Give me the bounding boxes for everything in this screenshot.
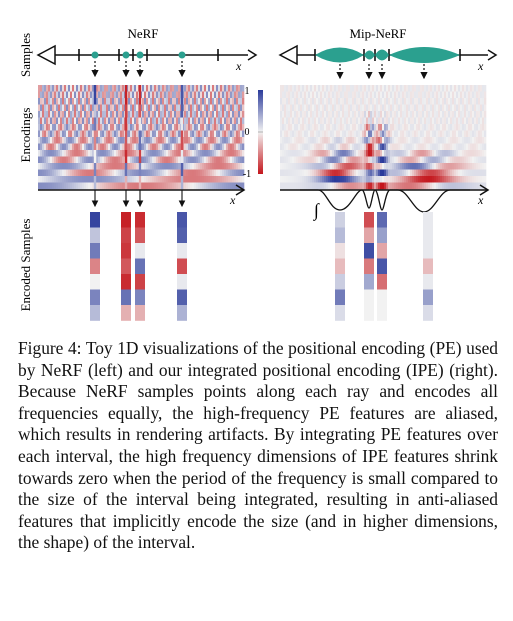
encoded-cell: [177, 305, 187, 321]
encoded-cell: [364, 258, 374, 275]
encoded-cell: [135, 305, 145, 321]
right-panel-title: Mip-NeRF: [349, 26, 406, 41]
encoded-cell: [423, 243, 433, 259]
interval-lens: [389, 47, 460, 63]
encoded-cell: [90, 289, 100, 306]
encoded-cell: [121, 305, 131, 321]
left-heatmap-axis: x: [38, 184, 246, 207]
encoded-cell: [364, 227, 374, 244]
encoded-cell: [423, 212, 433, 228]
encoded-cell: [90, 227, 100, 244]
encoded-cell: [377, 258, 387, 275]
encoded-cell: [90, 274, 100, 290]
encoded-cell: [135, 258, 145, 275]
left-sample-lines: [91, 190, 186, 208]
encoded-cell: [377, 305, 387, 321]
encoded-cell: [335, 274, 345, 290]
encoded-cell: [423, 305, 433, 321]
right-encoded-samples: [335, 212, 433, 321]
encoded-cell: [335, 258, 345, 275]
encoded-cell: [364, 305, 374, 321]
encoded-cell: [335, 243, 345, 259]
caption-text: Toy 1D visualizations of the positional …: [18, 338, 499, 553]
sample-dot: [91, 51, 99, 59]
integral-symbol: ∫: [313, 200, 320, 221]
caption-label: Figure 4:: [18, 338, 82, 358]
sample-dot: [178, 51, 186, 59]
encoded-cell: [377, 289, 387, 306]
encoded-cell: [177, 274, 187, 290]
encoded-cell: [177, 243, 187, 259]
encoded-cell: [423, 227, 433, 244]
encoded-cell: [177, 212, 187, 228]
left-encoded-samples: [90, 212, 187, 321]
interval-lens: [315, 47, 364, 63]
encoded-cell: [121, 289, 131, 306]
interval-lens: [364, 50, 375, 60]
encoded-cell: [135, 289, 145, 306]
encoded-cell: [423, 258, 433, 275]
axis-label-x: x: [477, 59, 484, 73]
encoded-cell: [121, 258, 131, 275]
gaussian-curves: [300, 189, 470, 213]
encoded-cell: [335, 227, 345, 244]
encoded-cell: [135, 212, 145, 228]
sample-dot: [136, 51, 144, 59]
colorbar-max-label: 1: [245, 86, 250, 97]
encoded-cell: [335, 289, 345, 306]
encoded-cell: [121, 212, 131, 228]
axis-label-x: x: [229, 193, 236, 207]
encoded-cell: [177, 289, 187, 306]
encoded-cell: [177, 258, 187, 275]
encoded-cell: [423, 289, 433, 306]
sample-arrows: [91, 61, 428, 80]
encoded-cell: [364, 243, 374, 259]
encoded-cell: [377, 212, 387, 228]
encoded-cell: [377, 274, 387, 290]
encoded-cell: [364, 274, 374, 290]
encodings-row-label: Encodings: [18, 108, 33, 163]
left-panel-title: NeRF: [127, 26, 158, 41]
interval-lens: [375, 49, 389, 61]
figure-4: NeRF Mip-NeRF Samples Encodings Encoded …: [18, 26, 498, 321]
encoded-cell: [90, 243, 100, 259]
encoded-cell: [423, 274, 433, 290]
encoded-cell: [121, 243, 131, 259]
encoded-cell: [121, 274, 131, 290]
encoded-cell: [364, 289, 374, 306]
figure-caption: Figure 4: Toy 1D visualizations of the p…: [18, 338, 498, 554]
left-samples-axis: x: [36, 44, 258, 73]
colorbar-min-label: -1: [243, 169, 251, 180]
axis-label-x: x: [477, 193, 484, 207]
right-samples-axis: x: [278, 44, 498, 73]
encoded-cell: [90, 258, 100, 275]
encoded-cell: [90, 305, 100, 321]
encoded-cell: [90, 212, 100, 228]
left-encodings-heatmap: [38, 85, 245, 190]
encoded-cell: [335, 212, 345, 228]
axis-label-x: x: [235, 59, 242, 73]
colorbar: 1 0 -1: [243, 86, 263, 180]
encoded-cell: [121, 227, 131, 244]
colorbar-mid-label: 0: [245, 127, 250, 138]
encoded-cell: [377, 243, 387, 259]
encoded-cell: [177, 227, 187, 244]
encoded-cell: [377, 227, 387, 244]
encoded-cell: [135, 227, 145, 244]
encoded-samples-row-label: Encoded Samples: [18, 219, 33, 312]
encoded-cell: [135, 243, 145, 259]
encoded-cell: [364, 212, 374, 228]
sample-dot: [122, 51, 130, 59]
encoded-cell: [335, 305, 345, 321]
samples-row-label: Samples: [18, 33, 33, 77]
right-heatmap-axis: x ∫: [280, 184, 490, 221]
encoded-cell: [135, 274, 145, 290]
right-encodings-heatmap: [280, 85, 487, 190]
